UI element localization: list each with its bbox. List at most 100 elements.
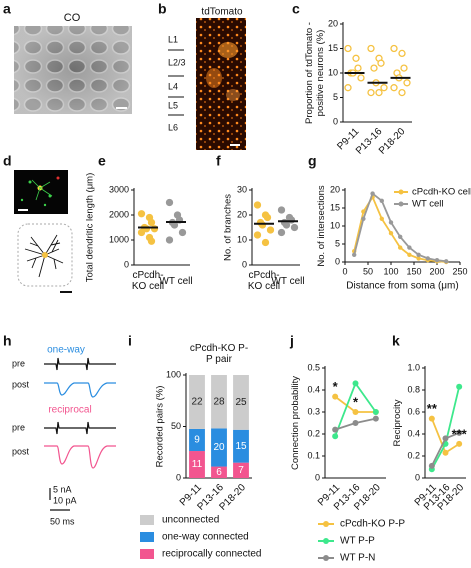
trace-label: one-way [47,345,85,356]
y-tick-label: 20 [330,184,340,194]
y-tick-label: 5 [333,92,338,102]
data-point [147,218,156,227]
data-point [375,88,383,97]
data-point [379,216,384,221]
annotation: ** [427,401,438,416]
legend-label: reciprocally connected [162,549,262,560]
y-tick-label: 0 [124,259,129,269]
data-point [442,449,449,456]
data-point [178,228,187,237]
x-tick-label: 0 [342,266,347,276]
x-tick-label: 250 [452,266,467,276]
image-label: tdTomato [201,7,243,18]
data-point [147,237,156,245]
annotation: *** [452,426,468,441]
bar-segment [211,466,227,478]
data-point [398,245,403,250]
data-point [352,380,359,387]
bar-segment [189,428,205,452]
traces [44,357,116,511]
layer-label: L4 [168,81,178,91]
y-tick-label: 0.4 [407,428,420,438]
legend-swatch [140,532,154,542]
panel-label: i [128,333,132,349]
y-tick-label: 3000 [109,184,129,194]
data-point [344,44,352,53]
bar-segment [189,375,205,429]
data-label: 22 [191,397,203,408]
data-point [361,209,366,214]
neuron-tracing [17,223,73,293]
annotation: * [353,394,359,409]
data-point [442,435,449,442]
y-axis-label: No. of intersections [315,185,327,267]
y-tick-label: 0.4 [307,384,320,394]
y-tick-label: 0.2 [407,450,420,460]
y-axis-label-box: Reciprocity [392,400,403,447]
y-tick-label: 2000 [109,209,129,219]
data-point [253,231,262,239]
data-point [390,44,398,53]
layer-label: L6 [168,122,178,132]
data-label: 20 [213,442,225,453]
panel-label: j [289,333,294,349]
x-tick-label: 100 [383,266,398,276]
data-point [379,198,384,203]
y-axis-label: Total dendritic length (μm) [84,172,96,283]
y-tick-label: 0.8 [407,384,420,394]
y-axis-label: Connection probability [289,376,301,471]
y-axis-label-box: No. of branches [223,194,234,261]
bar-segment [211,375,227,429]
y-tick-label: 0 [335,256,340,266]
x-tick-label-box: WT cell [271,276,304,287]
data-point [165,198,174,207]
data-point [428,462,435,469]
scale-label: 50 ms [50,516,75,526]
y-axis-label: Recorded pairs (%) [154,385,166,468]
panel-label: e [98,153,106,169]
data-point [400,64,408,72]
legend-swatch [398,201,404,207]
data-label: 9 [194,435,200,446]
legend-swatch [323,521,329,527]
panel-label: d [3,153,12,169]
data-label: 28 [213,396,225,407]
x-tick-label: 200 [429,266,444,276]
legend-swatch [140,549,154,559]
data-point [398,234,403,239]
legend-label: cPcdh-KO P-P [340,519,405,530]
x-tick-label: WT cell [159,275,193,287]
data-point [444,259,449,264]
y-tick-label: 0.5 [307,362,320,372]
y-tick-label: 20 [237,209,247,219]
data-point [425,256,430,261]
scale-label: 5 nA [53,484,72,494]
y-axis-label-box: Total dendritic length (μm) [84,172,96,283]
bar-segment [189,451,205,478]
data-point [456,429,463,436]
bar-segment [233,429,249,463]
data-point [354,64,362,72]
legend-swatch [398,189,404,195]
y-tick-label: 0.3 [307,406,320,416]
data-point [370,191,375,196]
data-point [434,258,440,263]
bar-segment [233,375,249,430]
tdtomato-image [196,18,246,150]
y-tick-label: 0.1 [307,450,320,460]
trace-label: post [12,446,30,456]
co-image [14,26,132,114]
data-point [372,415,379,422]
y-axis-label-box: Proportion of tdTomato -positive neurons… [304,22,326,124]
scale-label: 10 pA [53,495,77,505]
data-point [352,54,360,62]
legend-swatch [140,515,154,525]
x-tick-label: 50 [363,266,373,276]
y-tick-label: 1000 [109,234,129,244]
y-tick-label: 10 [330,220,340,230]
data-point [263,213,272,222]
data-point [367,88,375,97]
data-point [403,79,411,87]
data-point [261,238,270,247]
x-tick-label: cPcdh-KO cell [131,270,165,292]
